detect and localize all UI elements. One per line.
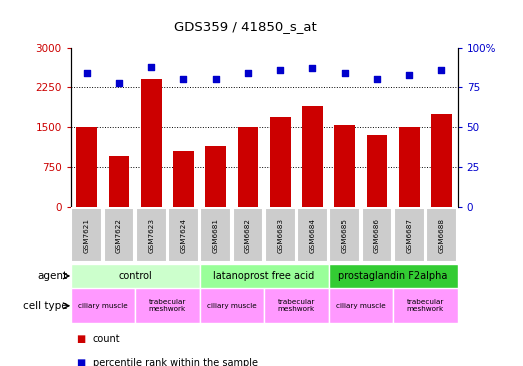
Text: agent: agent xyxy=(38,271,68,281)
Text: GSM6681: GSM6681 xyxy=(213,218,219,253)
Text: percentile rank within the sample: percentile rank within the sample xyxy=(93,358,257,366)
Text: prostaglandin F2alpha: prostaglandin F2alpha xyxy=(338,271,448,281)
Text: cell type: cell type xyxy=(24,301,68,311)
Bar xyxy=(141,79,162,207)
Bar xyxy=(431,114,452,207)
Point xyxy=(83,70,91,76)
Bar xyxy=(173,151,194,207)
Text: GSM6686: GSM6686 xyxy=(374,218,380,253)
Bar xyxy=(265,208,295,262)
Bar xyxy=(205,146,226,207)
Bar xyxy=(71,264,200,288)
Text: control: control xyxy=(118,271,152,281)
Bar xyxy=(200,264,328,288)
Point xyxy=(309,66,317,71)
Text: GSM7621: GSM7621 xyxy=(84,218,90,253)
Point xyxy=(179,76,188,82)
Bar xyxy=(297,208,328,262)
Text: GSM7623: GSM7623 xyxy=(148,218,154,253)
Text: GSM6684: GSM6684 xyxy=(310,218,315,253)
Text: count: count xyxy=(93,334,120,344)
Bar xyxy=(200,288,264,323)
Bar xyxy=(135,288,200,323)
Point xyxy=(340,70,349,76)
Text: GSM7624: GSM7624 xyxy=(180,218,187,253)
Bar xyxy=(393,288,458,323)
Point xyxy=(244,70,252,76)
Point xyxy=(276,67,285,73)
Point xyxy=(211,76,220,82)
Bar xyxy=(168,208,199,262)
Bar xyxy=(394,208,425,262)
Bar xyxy=(233,208,264,262)
Bar xyxy=(108,156,130,207)
Bar xyxy=(71,288,135,323)
Bar xyxy=(426,208,457,262)
Bar xyxy=(334,124,355,207)
Text: trabecular
meshwork: trabecular meshwork xyxy=(407,299,444,312)
Bar xyxy=(302,106,323,207)
Bar xyxy=(237,127,258,207)
Point xyxy=(115,80,123,86)
Text: GSM6683: GSM6683 xyxy=(277,218,283,253)
Text: ■: ■ xyxy=(76,358,85,366)
Text: ciliary muscle: ciliary muscle xyxy=(78,303,128,309)
Bar xyxy=(264,288,328,323)
Text: ciliary muscle: ciliary muscle xyxy=(336,303,386,309)
Bar xyxy=(104,208,134,262)
Text: GDS359 / 41850_s_at: GDS359 / 41850_s_at xyxy=(175,20,317,33)
Text: ciliary muscle: ciliary muscle xyxy=(207,303,257,309)
Bar xyxy=(270,116,291,207)
Bar xyxy=(328,288,393,323)
Bar xyxy=(329,208,360,262)
Text: ■: ■ xyxy=(76,334,85,344)
Text: GSM6687: GSM6687 xyxy=(406,218,412,253)
Bar xyxy=(71,208,102,262)
Text: latanoprost free acid: latanoprost free acid xyxy=(213,271,315,281)
Bar xyxy=(361,208,392,262)
Text: GSM6688: GSM6688 xyxy=(438,218,445,253)
Bar xyxy=(328,264,458,288)
Text: GSM6682: GSM6682 xyxy=(245,218,251,253)
Point xyxy=(147,64,155,70)
Text: trabecular
meshwork: trabecular meshwork xyxy=(149,299,186,312)
Text: GSM7622: GSM7622 xyxy=(116,218,122,253)
Point xyxy=(437,67,446,73)
Point xyxy=(373,76,381,82)
Bar xyxy=(76,127,97,207)
Point xyxy=(405,72,413,78)
Text: GSM6685: GSM6685 xyxy=(342,218,348,253)
Bar xyxy=(136,208,167,262)
Bar xyxy=(367,135,388,207)
Bar xyxy=(200,208,231,262)
Text: trabecular
meshwork: trabecular meshwork xyxy=(278,299,315,312)
Bar xyxy=(399,127,420,207)
